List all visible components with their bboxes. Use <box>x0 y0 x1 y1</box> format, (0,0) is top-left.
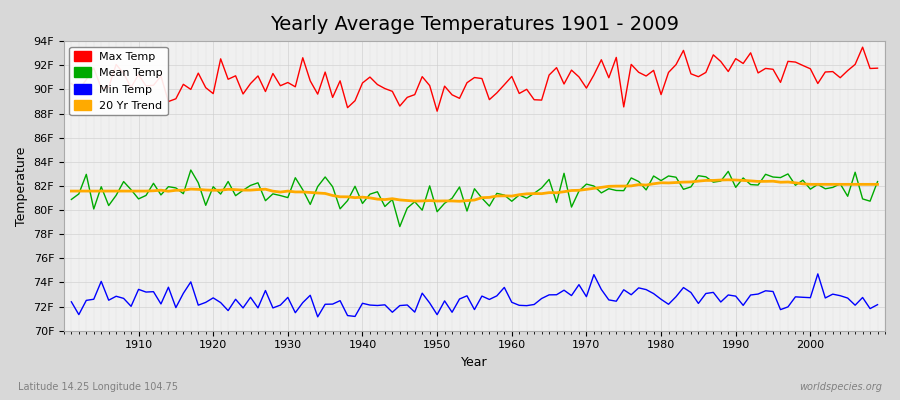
Legend: Max Temp, Mean Temp, Min Temp, 20 Yr Trend: Max Temp, Mean Temp, Min Temp, 20 Yr Tre… <box>69 47 167 115</box>
Title: Yearly Average Temperatures 1901 - 2009: Yearly Average Temperatures 1901 - 2009 <box>270 15 679 34</box>
Text: worldspecies.org: worldspecies.org <box>799 382 882 392</box>
X-axis label: Year: Year <box>461 356 488 369</box>
Y-axis label: Temperature: Temperature <box>15 146 28 226</box>
Text: Latitude 14.25 Longitude 104.75: Latitude 14.25 Longitude 104.75 <box>18 382 178 392</box>
